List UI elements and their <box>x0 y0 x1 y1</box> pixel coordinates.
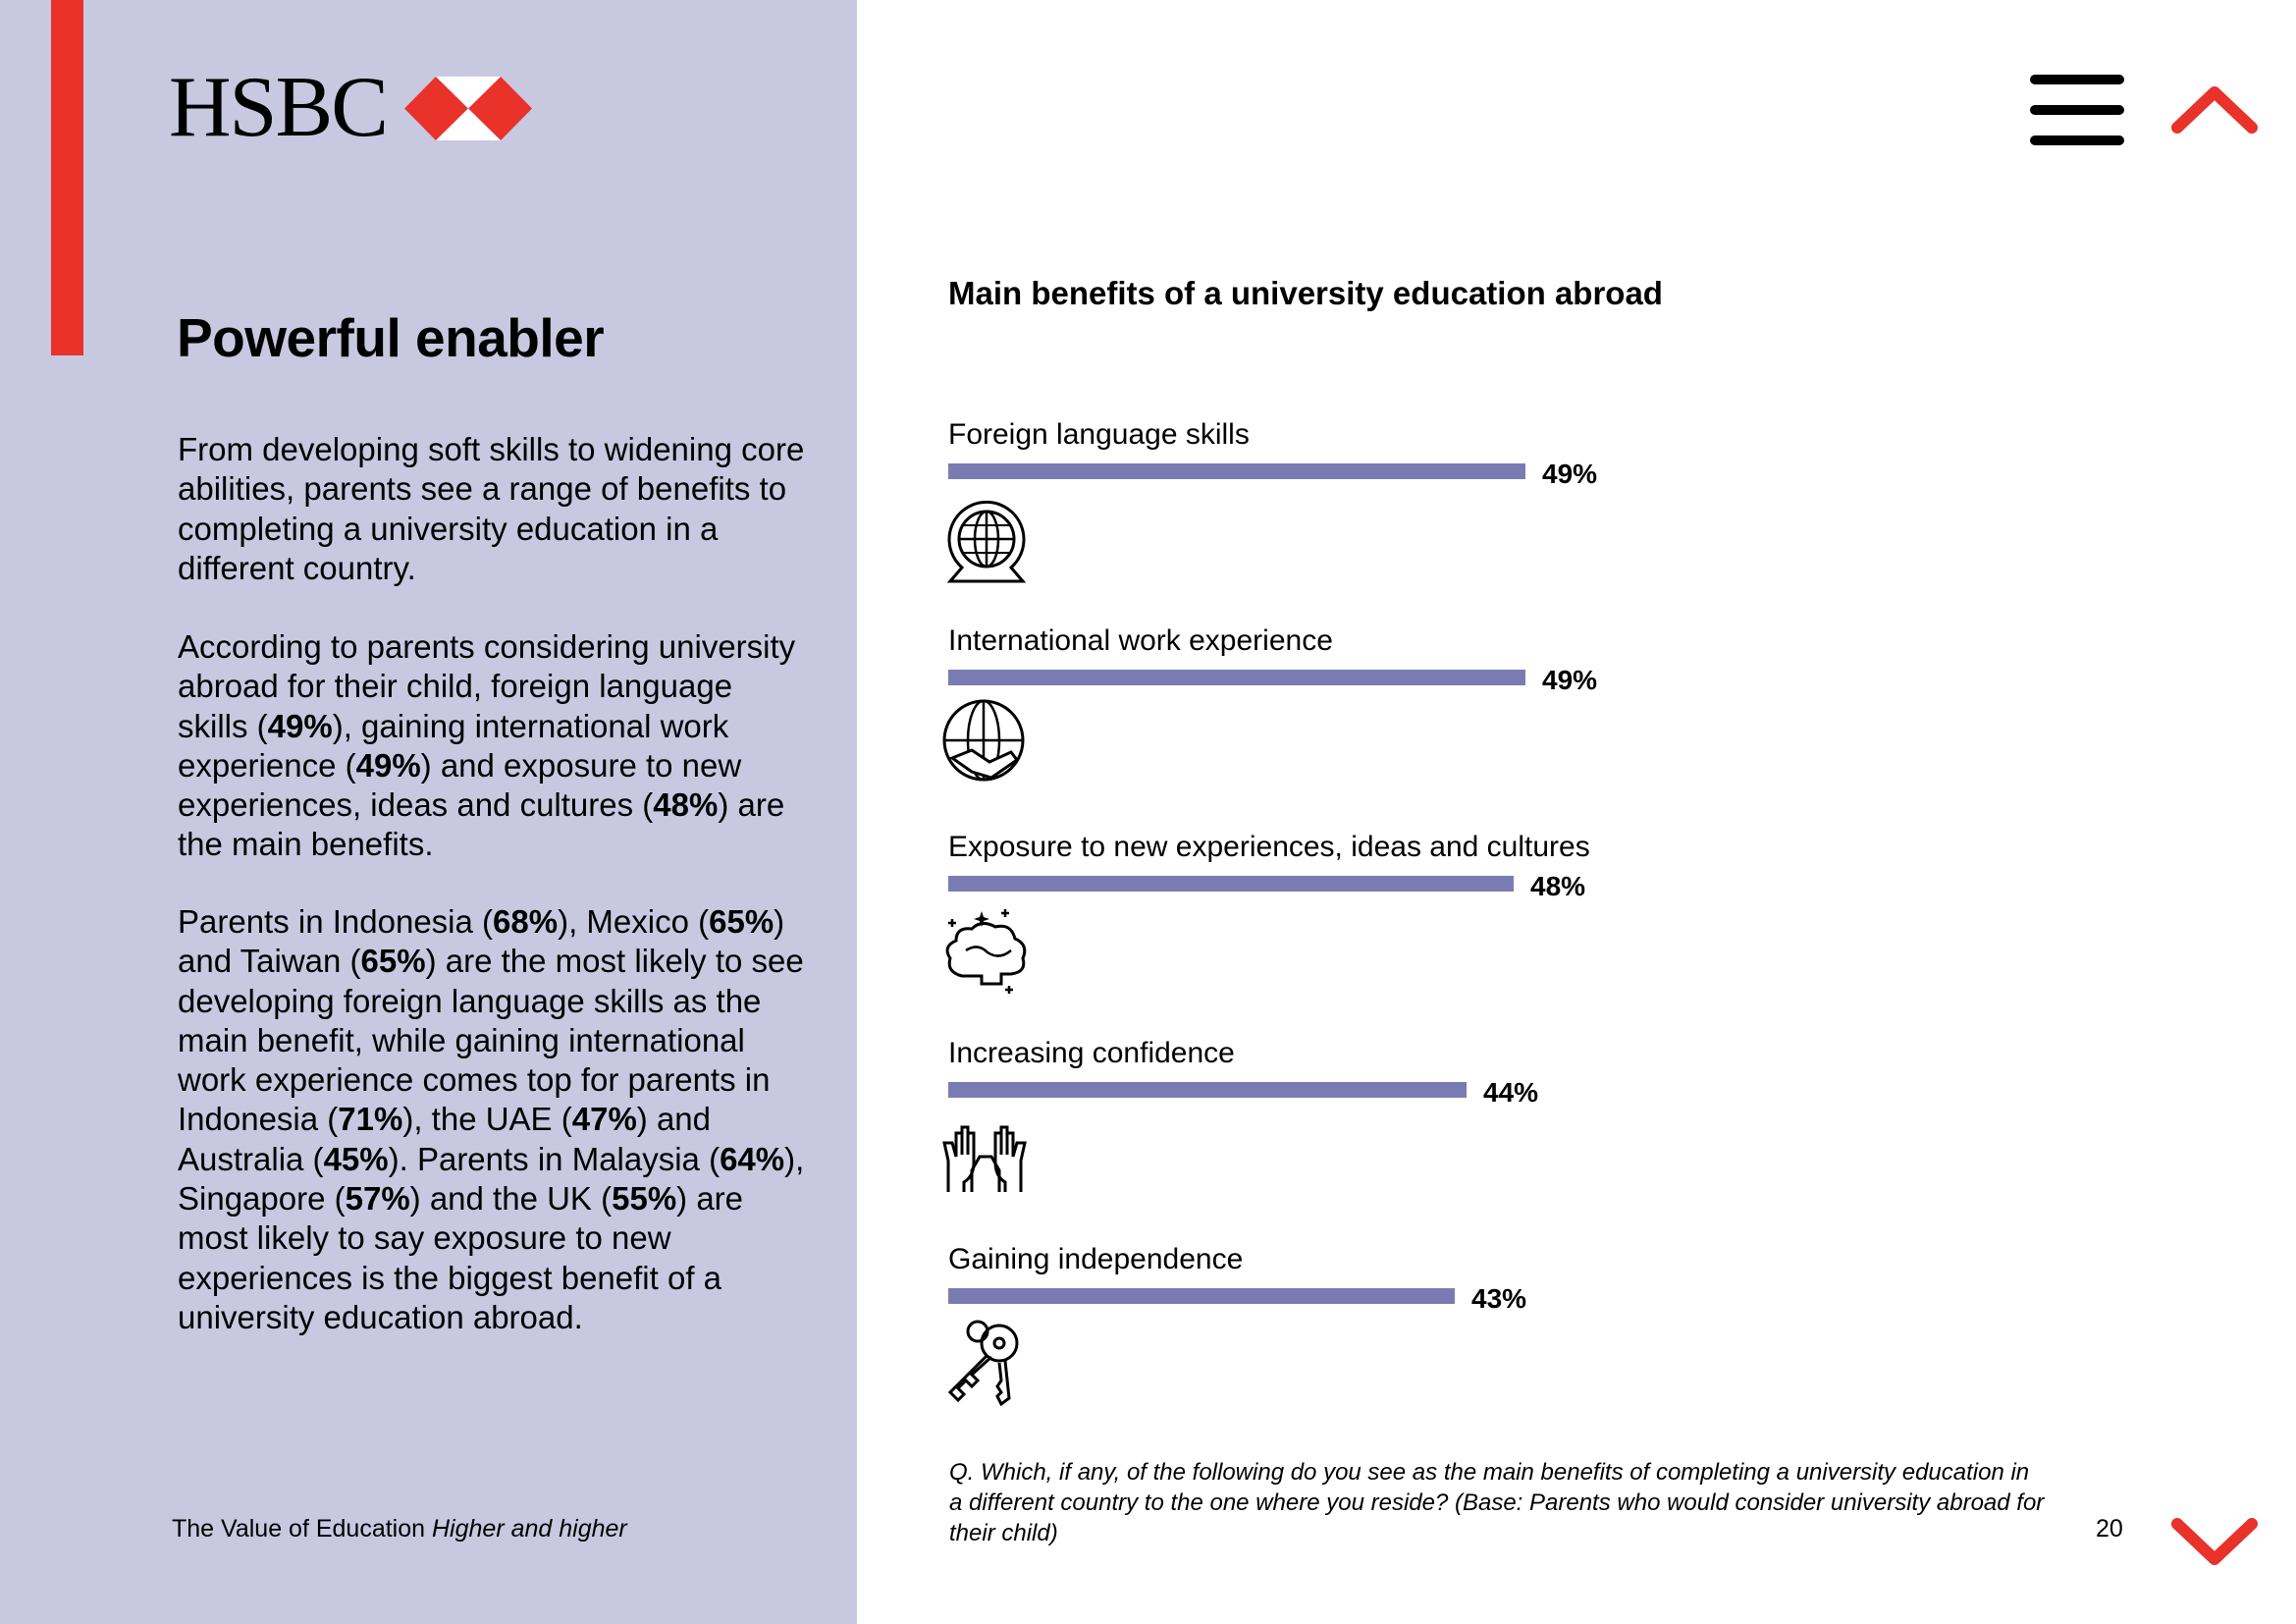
highlight-value: 55% <box>612 1180 677 1218</box>
chart-title: Main benefits of a university education … <box>948 275 1663 311</box>
text-run: ) and exposure to new experiences, ideas… <box>178 746 742 824</box>
raised-hands-icon <box>942 1125 1027 1192</box>
bar <box>948 670 1525 685</box>
footer-publication: The Value of Education Higher and higher <box>172 1515 627 1543</box>
bar-category-label: Exposure to new experiences, ideas and c… <box>948 831 1590 863</box>
survey-question: Q. Which, if any, of the following do yo… <box>949 1459 2045 1546</box>
text-run: ) are the main benefits. <box>178 786 785 863</box>
highlight-value: 65% <box>709 903 774 940</box>
bar-category-label: Gaining independence <box>948 1243 1243 1275</box>
bar <box>948 1288 1455 1304</box>
page-title: Powerful enabler <box>177 307 605 368</box>
bar-category-label: International work experience <box>948 624 1333 657</box>
highlight-value: 47% <box>571 1101 637 1138</box>
bar-value-label: 43% <box>1471 1283 1526 1314</box>
benefits-paragraph: According to parents considering univers… <box>178 627 806 865</box>
keys-icon <box>947 1320 1019 1407</box>
benefits-bar-chart: Foreign language skills 49% International … <box>942 418 1597 1407</box>
highlight-value: 49% <box>355 746 421 784</box>
publication-title: The Value of Education <box>172 1515 426 1543</box>
highlight-value: 65% <box>360 943 426 980</box>
text-run: According to parents considering univers… <box>178 628 796 744</box>
accent-bar <box>51 0 83 355</box>
bar <box>948 1082 1467 1098</box>
chevron-down-icon[interactable] <box>2169 1514 2260 1569</box>
hamburger-icon-line <box>2030 105 2124 115</box>
text-run: ), Mexico ( <box>558 903 710 940</box>
text-run: ) and Australia ( <box>178 1101 712 1177</box>
publication-subtitle: Higher and higher <box>432 1515 627 1543</box>
page-number: 20 <box>2096 1515 2123 1543</box>
hsbc-logo: HSBC <box>169 65 532 151</box>
bar-value-label: 49% <box>1542 459 1597 489</box>
menu-button[interactable] <box>2030 75 2124 145</box>
text-run: ), Singapore ( <box>178 1140 805 1218</box>
highlight-value: 49% <box>267 707 333 744</box>
text-run: ) are most likely to say exposure to new… <box>178 1180 744 1335</box>
text-run: ) and the UK ( <box>409 1180 613 1218</box>
globe-speech-icon <box>946 500 1027 583</box>
highlight-value: 64% <box>720 1140 785 1177</box>
bar-category-label: Increasing confidence <box>948 1037 1235 1069</box>
text-run: ) and Taiwan ( <box>178 903 785 980</box>
text-run: ), gaining international work experience… <box>178 707 729 784</box>
highlight-value: 45% <box>323 1140 389 1177</box>
countries-paragraph: Parents in Indonesia (68%), Mexico (65%)… <box>178 902 806 1337</box>
bar-category-label: Foreign language skills <box>948 418 1250 451</box>
bar-value-label: 44% <box>1483 1077 1538 1108</box>
highlight-value: 48% <box>653 786 719 824</box>
hsbc-hexagon-icon <box>403 76 532 140</box>
text-run: ), the UAE ( <box>402 1101 572 1138</box>
bar <box>948 876 1514 892</box>
intro-paragraph: From developing soft skills to widening … <box>178 431 805 586</box>
bar-value-label: 49% <box>1542 665 1597 695</box>
left-panel <box>0 0 857 1624</box>
highlight-value: 68% <box>493 903 559 940</box>
bar <box>948 463 1525 479</box>
bar-value-label: 48% <box>1530 871 1585 901</box>
hamburger-icon-line <box>2030 75 2124 84</box>
chevron-up-icon[interactable] <box>2169 81 2260 135</box>
text-run: ) are the most likely to see developing … <box>178 943 804 1138</box>
highlight-value: 57% <box>345 1180 410 1218</box>
hamburger-icon-line <box>2030 135 2124 145</box>
text-run: ). Parents in Malaysia ( <box>388 1140 721 1177</box>
brain-sparkle-icon <box>945 909 1027 994</box>
highlight-value: 71% <box>338 1101 403 1138</box>
text-run: Parents in Indonesia ( <box>178 903 494 940</box>
globe-handshake-icon <box>942 699 1025 782</box>
logo-wordmark: HSBC <box>169 60 389 155</box>
